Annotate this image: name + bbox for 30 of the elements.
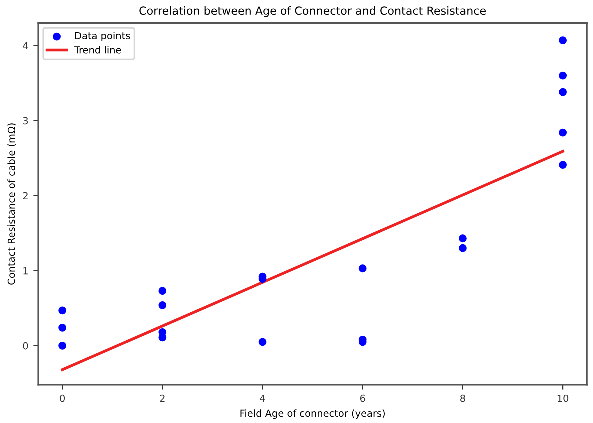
y-tick-label: 4 [23, 42, 28, 50]
point [258, 338, 267, 346]
point [158, 287, 167, 296]
point [58, 306, 67, 315]
y-tick-label: 1 [24, 267, 28, 275]
point [559, 88, 567, 96]
point [559, 128, 567, 137]
x-tick-label: 8 [460, 394, 466, 402]
x-tick-label: 10 [558, 394, 569, 402]
x-tick-label: 6 [360, 394, 366, 402]
y-axis-title: Contact Resistance of cable (mΩ) [8, 124, 16, 285]
x-tick-label: 2 [160, 394, 165, 402]
point [58, 342, 67, 350]
y-tick-label: 2 [23, 192, 28, 200]
point [58, 324, 67, 332]
legend-label: Trend line [74, 46, 122, 54]
point [559, 72, 567, 80]
legend-label: Data points [75, 32, 130, 42]
x-tick-label: 0 [60, 394, 66, 402]
y-tick-label: 3 [23, 117, 28, 125]
y-tick-label: 0 [23, 342, 28, 350]
point [559, 161, 567, 170]
point [158, 301, 167, 310]
point [559, 36, 567, 44]
point [459, 244, 467, 252]
point [459, 234, 467, 243]
point [358, 264, 367, 273]
x-axis-title: Field Age of connector (years) [240, 410, 385, 420]
x-tick-label: 4 [260, 394, 266, 402]
chart-title: Correlation between Age of Connector and Contact Resistance [140, 6, 486, 18]
